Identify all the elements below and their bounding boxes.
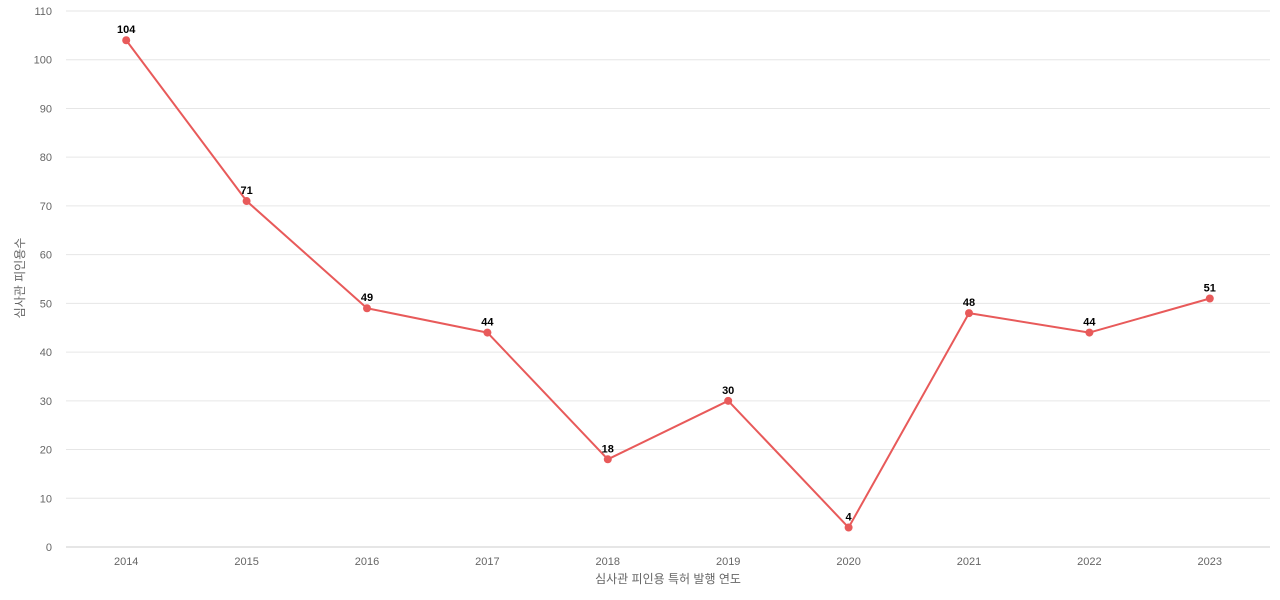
x-tick-label: 2022 xyxy=(1077,556,1101,568)
data-point xyxy=(122,36,131,45)
x-axis-title: 심사관 피인용 특허 발행 연도 xyxy=(595,571,741,586)
y-tick-label: 80 xyxy=(40,152,52,164)
data-labels: 104 71 49 44 18 30 4 48 44 51 xyxy=(117,24,1216,523)
y-tick-label: 50 xyxy=(40,298,52,310)
y-tick-label: 0 xyxy=(46,542,52,554)
series-line-path xyxy=(125,39,1211,529)
x-tick-label: 2019 xyxy=(716,556,740,568)
data-point xyxy=(363,304,371,313)
data-point xyxy=(483,328,492,337)
data-point xyxy=(724,396,733,405)
x-tick-label: 2023 xyxy=(1198,556,1222,568)
series-line xyxy=(125,39,1211,529)
data-label: 48 xyxy=(963,297,975,309)
data-label: 4 xyxy=(846,512,853,524)
x-tick-label: 2020 xyxy=(836,556,860,568)
data-point xyxy=(603,455,612,464)
y-tick-label: 40 xyxy=(40,347,52,359)
data-point xyxy=(242,197,251,206)
data-label: 49 xyxy=(361,292,373,304)
y-tick-label: 60 xyxy=(40,250,52,262)
x-tick-label: 2017 xyxy=(475,556,499,568)
y-tick-label: 110 xyxy=(34,6,52,18)
y-tick-label: 10 xyxy=(40,493,52,505)
y-tick-label: 90 xyxy=(40,103,52,115)
y-axis: 0 10 20 30 40 50 60 70 80 90 100 110 xyxy=(34,6,52,554)
data-label: 71 xyxy=(240,185,252,197)
y-tick-label: 70 xyxy=(40,201,52,213)
data-label: 51 xyxy=(1204,282,1216,294)
x-axis: 2014 2015 2016 2017 2018 2019 2020 2021 2022 2023 xyxy=(66,546,1270,568)
x-tick-label: 2021 xyxy=(957,556,981,568)
y-tick-label: 100 xyxy=(34,55,52,67)
x-tick-label: 2015 xyxy=(234,556,258,568)
x-tick-label: 2014 xyxy=(114,556,138,568)
data-label: 44 xyxy=(481,317,494,329)
y-tick-label: 30 xyxy=(40,396,52,408)
data-label: 30 xyxy=(722,385,734,397)
data-point xyxy=(844,523,853,532)
y-axis-title: 심사관 피인용수 xyxy=(13,238,27,319)
x-tick-label: 2016 xyxy=(355,556,379,568)
data-point xyxy=(965,309,973,318)
y-tick-label: 20 xyxy=(40,445,52,457)
data-point xyxy=(1085,328,1094,337)
data-label: 44 xyxy=(1083,317,1096,329)
grid-lines xyxy=(66,10,1270,499)
data-label: 18 xyxy=(602,443,614,455)
series-points xyxy=(122,36,1214,532)
data-point xyxy=(1205,294,1214,303)
x-tick-label: 2018 xyxy=(596,556,620,568)
data-label: 104 xyxy=(117,24,136,36)
